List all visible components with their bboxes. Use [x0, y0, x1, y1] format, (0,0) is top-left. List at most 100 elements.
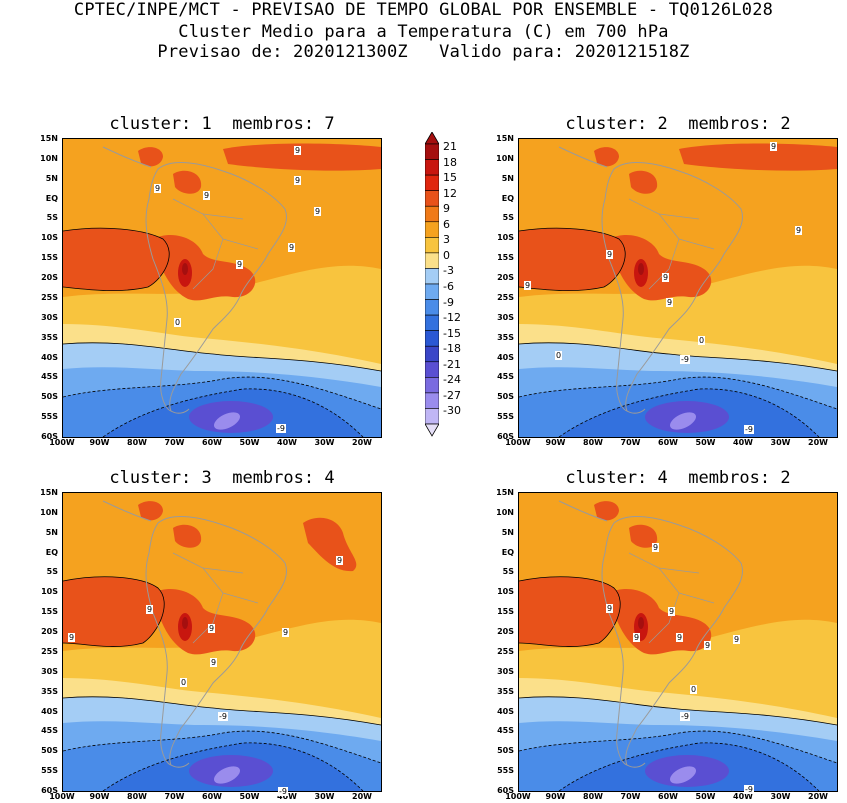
lon-tick-label: 60W [202, 438, 222, 447]
lat-tick-label: 10N [40, 507, 58, 517]
contour-label: -9 [680, 712, 690, 721]
lat-tick-label: 50S [41, 392, 58, 402]
contour-label: 0 [698, 336, 706, 345]
colorbar-label: 15 [443, 171, 457, 185]
contour-label: 9 [668, 607, 676, 616]
contour-label: 9 [676, 633, 684, 642]
lon-tick-label: 80W [583, 438, 603, 447]
colorbar-label: -3 [443, 264, 454, 278]
contour-label: 0 [174, 318, 182, 327]
lon-tick-label: 70W [164, 792, 185, 801]
lon-tick-label: 50W [239, 438, 260, 447]
lat-tick-label: 35S [41, 332, 58, 342]
lat-tick-label: 15N [496, 134, 514, 143]
contour-label: 9 [662, 273, 670, 282]
contour-label: -9 [680, 355, 690, 364]
colorbar-label: 12 [443, 186, 457, 200]
lat-tick-label: 50S [497, 392, 514, 402]
contour-label: 9 [146, 605, 154, 614]
lat-tick-label: 40S [497, 706, 514, 716]
lon-tick-label: 90W [545, 438, 566, 447]
map-panel-3 [62, 492, 382, 792]
lat-tick-label: 25S [41, 646, 58, 656]
map-panel-4 [518, 492, 838, 792]
panel-title-1: cluster: 1 membros: 7 [109, 114, 335, 134]
lat-tick-label: 20S [41, 273, 58, 283]
lat-tick-label: 5N [45, 173, 58, 183]
contour-label: 9 [795, 226, 803, 235]
lat-tick-label: 40S [497, 352, 514, 362]
lon-tick-label: 40W [733, 438, 753, 447]
colorbar-label: -27 [443, 388, 461, 402]
contour-label: 9 [314, 207, 322, 216]
contour-label: 9 [704, 641, 712, 650]
contour-label: 0 [180, 678, 188, 687]
lat-tick-label: 60S [41, 786, 58, 795]
lat-tick-label: 35S [41, 686, 58, 696]
lat-tick-label: 30S [497, 312, 514, 322]
lat-tick-label: 30S [41, 312, 58, 322]
contour-label: -9 [744, 785, 754, 794]
lat-tick-label: 25S [497, 292, 514, 302]
contour-label: 9 [666, 298, 674, 307]
lon-tick-label: 50W [695, 438, 716, 447]
lon-tick-label: 100W [49, 438, 75, 447]
lat-tick-label: 40S [41, 352, 58, 362]
lat-tick-label: 10S [497, 587, 514, 597]
lat-tick-label: 10S [41, 587, 58, 597]
contour-label: 9 [770, 142, 778, 151]
lat-tick-label: 40S [41, 706, 58, 716]
title-line-1: CPTEC/INPE/MCT - PREVISAO DE TEMPO GLOBA… [73, 0, 774, 20]
colorbar-label: 0 [443, 248, 450, 262]
lat-tick-label: 20S [497, 273, 514, 283]
lon-tick-label: 70W [164, 438, 185, 447]
colorbar-label: -18 [443, 342, 461, 356]
lat-tick-label: 10N [496, 507, 514, 517]
lon-tick-label: 70W [620, 438, 641, 447]
lat-tick-label: 15N [496, 488, 514, 497]
lon-tick-label: 90W [89, 792, 110, 801]
contour-label: 9 [336, 556, 344, 565]
map-panel-1 [62, 138, 382, 438]
lon-tick-label: 20W [808, 438, 828, 447]
lat-tick-label: 10S [497, 233, 514, 243]
lat-tick-label: 20S [41, 627, 58, 637]
lon-tick-label: 50W [695, 792, 716, 801]
contour-label: -9 [276, 424, 286, 433]
contour-label: 9 [652, 543, 660, 552]
title-line-2: Cluster Medio para a Temperatura (C) em … [178, 22, 669, 42]
contour-label: 9 [68, 633, 76, 642]
lon-tick-label: 30W [770, 438, 791, 447]
lat-tick-label: 50S [41, 746, 58, 756]
contour-label: -9 [278, 787, 288, 796]
lon-tick-label: 100W [49, 792, 75, 801]
colorbar [425, 132, 439, 437]
lat-tick-label: 45S [497, 726, 514, 736]
lat-tick-label: 25S [41, 292, 58, 302]
lat-tick-label: 55S [497, 766, 514, 776]
contour-label: 9 [282, 628, 290, 637]
lat-tick-label: 15S [41, 253, 58, 263]
lon-tick-label: 30W [314, 792, 335, 801]
lon-tick-label: 60W [658, 438, 678, 447]
contour-label: -9 [744, 425, 754, 434]
lat-tick-label: 5S [46, 213, 58, 223]
lat-tick-label: 55S [41, 766, 58, 776]
lat-tick-label: EQ [501, 547, 514, 557]
colorbar-label: -24 [443, 373, 461, 387]
lat-tick-label: 5N [501, 173, 514, 183]
lon-tick-label: 60W [202, 792, 222, 801]
colorbar-label: 18 [443, 155, 457, 169]
colorbar-label: -9 [443, 295, 454, 309]
contour-label: 9 [294, 176, 302, 185]
lon-tick-label: 20W [808, 792, 828, 801]
lat-tick-label: 5S [502, 213, 514, 223]
contour-label: 0 [555, 351, 563, 360]
contour-label: 9 [208, 624, 216, 633]
lat-tick-label: 45S [497, 372, 514, 382]
lat-tick-label: 5S [46, 567, 58, 577]
lat-tick-label: 50S [497, 746, 514, 756]
lat-tick-label: 15S [41, 607, 58, 617]
lon-tick-label: 80W [127, 792, 147, 801]
lat-tick-label: 25S [497, 646, 514, 656]
